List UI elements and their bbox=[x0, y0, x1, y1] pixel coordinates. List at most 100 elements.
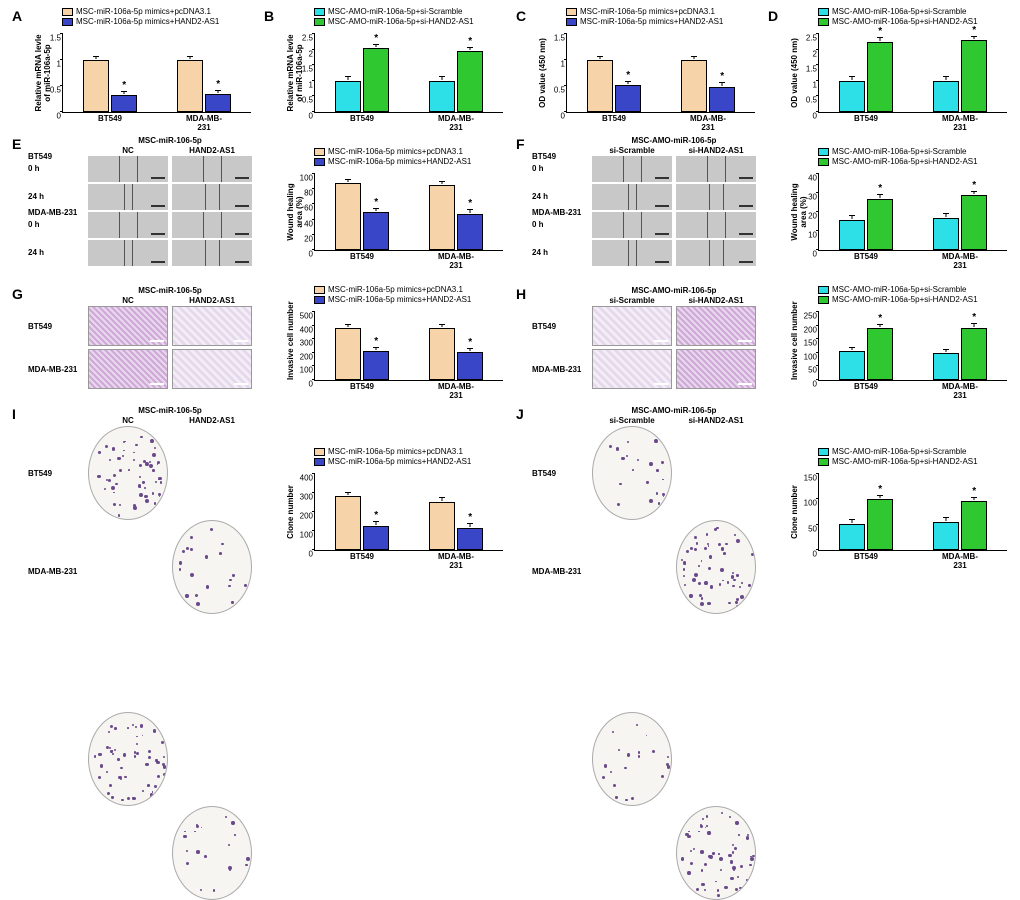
error-bar bbox=[851, 216, 852, 218]
significance-star: * bbox=[468, 337, 472, 348]
colony-dot bbox=[135, 444, 137, 446]
colony-dot bbox=[694, 548, 697, 551]
x-tick-label: BT549 bbox=[350, 114, 374, 123]
bar bbox=[429, 81, 455, 112]
panel-D: MSC-AMO-miR-106a-5p+si-ScrambleMSC-AMO-m… bbox=[782, 8, 1012, 128]
legend-item: MSC-miR-106a-5p mimics+HAND2-AS1 bbox=[566, 18, 723, 27]
y-tick-label: 1 bbox=[813, 80, 819, 89]
y-tick-mark bbox=[816, 80, 819, 81]
wound-edge bbox=[124, 184, 125, 210]
y-tick-label: 100 bbox=[804, 499, 819, 508]
row-label: MDA-MB-231 bbox=[532, 365, 581, 374]
colony-dot bbox=[715, 881, 717, 883]
colony-dot bbox=[709, 555, 713, 559]
significance-star: * bbox=[972, 25, 976, 36]
invasion-image bbox=[592, 349, 672, 389]
scale-bar bbox=[235, 177, 249, 179]
error-cap bbox=[439, 324, 445, 325]
wound-edge bbox=[132, 184, 133, 210]
y-tick-mark bbox=[312, 111, 315, 112]
plot-area: 010203040*BT549*MDA-MB-231 bbox=[818, 174, 1007, 251]
y-tick-label: 400 bbox=[300, 325, 315, 334]
y-tick-label: 20 bbox=[304, 234, 315, 243]
row-label: BT549 bbox=[532, 469, 556, 478]
y-tick-mark bbox=[312, 365, 315, 366]
colony-dot bbox=[244, 584, 246, 586]
legend-item: MSC-AMO-miR-106a-5p+si-HAND2-AS1 bbox=[818, 158, 978, 167]
significance-star: * bbox=[374, 33, 378, 44]
colony-dot bbox=[701, 560, 703, 562]
colony-dot bbox=[704, 863, 707, 866]
y-tick-mark bbox=[60, 111, 63, 112]
legend-item: MSC-miR-106a-5p mimics+pcDNA3.1 bbox=[314, 286, 471, 295]
error-bar bbox=[599, 57, 600, 59]
significance-star: * bbox=[972, 486, 976, 497]
colony-dot bbox=[658, 502, 661, 505]
y-tick-mark bbox=[816, 211, 819, 212]
panel-E-chart: MSC-miR-106a-5p mimics+pcDNA3.1MSC-miR-1… bbox=[278, 148, 508, 266]
y-axis-label: Wound healingarea (%) bbox=[790, 174, 808, 250]
y-tick-label: 30 bbox=[808, 193, 819, 202]
panel-B: MSC-AMO-miR-106a-5p+si-ScrambleMSC-AMO-m… bbox=[278, 8, 508, 128]
colony-dot bbox=[185, 594, 188, 597]
y-tick-label: 80 bbox=[304, 189, 315, 198]
colony-dot bbox=[142, 790, 144, 792]
row-label: BT549 bbox=[532, 322, 556, 331]
legend-swatch bbox=[818, 8, 829, 16]
chart-legend: MSC-AMO-miR-106a-5p+si-ScrambleMSC-AMO-m… bbox=[818, 286, 978, 306]
y-tick-label: 200 bbox=[300, 512, 315, 521]
figure: A MSC-miR-106a-5p mimics+pcDNA3.1MSC-miR… bbox=[8, 8, 1012, 623]
colony-dot bbox=[196, 602, 200, 606]
legend-text: MSC-AMO-miR-106a-5p+si-HAND2-AS1 bbox=[832, 458, 978, 467]
colony-dot bbox=[721, 812, 723, 814]
colony-dot bbox=[121, 799, 124, 802]
panel-G-chart: MSC-miR-106a-5p mimics+pcDNA3.1MSC-miR-1… bbox=[278, 286, 508, 396]
panel-label-D: D bbox=[768, 8, 778, 24]
y-axis-label: Invasive cell number bbox=[286, 312, 295, 380]
wound-healing-image bbox=[676, 184, 756, 210]
legend-text: MSC-AMO-miR-106a-5p+si-HAND2-AS1 bbox=[832, 296, 978, 305]
colony-dot bbox=[690, 850, 693, 853]
bar bbox=[587, 60, 613, 112]
colony-dot bbox=[140, 724, 144, 728]
bar: * bbox=[363, 351, 389, 380]
colony-dot bbox=[219, 552, 222, 555]
x-tick-label: BT549 bbox=[350, 382, 374, 391]
colony-dot bbox=[656, 469, 659, 472]
colony-dot bbox=[128, 469, 130, 471]
colony-dot bbox=[739, 586, 741, 588]
y-tick-mark bbox=[312, 549, 315, 550]
wound-edge bbox=[707, 156, 708, 182]
colony-dot bbox=[681, 857, 685, 861]
panel-label-F: F bbox=[516, 136, 525, 152]
legend-swatch bbox=[62, 18, 73, 26]
bar bbox=[839, 524, 865, 550]
colony-dot bbox=[746, 836, 750, 840]
colony-dot bbox=[229, 869, 231, 871]
error-cap bbox=[625, 81, 631, 82]
colony-dot bbox=[149, 461, 151, 463]
error-bar bbox=[441, 325, 442, 327]
x-tick-label: MDA-MB-231 bbox=[937, 114, 984, 132]
chart-legend: MSC-AMO-miR-106a-5p+si-ScrambleMSC-AMO-m… bbox=[818, 148, 978, 168]
y-tick-mark bbox=[564, 111, 567, 112]
wound-edge bbox=[205, 240, 206, 266]
scale-bar bbox=[655, 205, 669, 207]
y-tick-label: 0 bbox=[813, 380, 819, 389]
y-tick-label: 10 bbox=[808, 231, 819, 240]
colony-dot bbox=[708, 545, 710, 547]
scale-bar bbox=[654, 340, 668, 342]
colony-dot bbox=[139, 493, 143, 497]
y-tick-mark bbox=[312, 64, 315, 65]
colony-dot bbox=[631, 797, 634, 800]
colony-dot bbox=[112, 753, 114, 755]
colony-dot bbox=[232, 574, 235, 577]
scale-bar bbox=[234, 383, 248, 385]
invasion-image bbox=[88, 306, 168, 346]
legend-swatch bbox=[566, 8, 577, 16]
bar: * bbox=[111, 95, 137, 112]
significance-star: * bbox=[468, 198, 472, 209]
y-tick-label: 200 bbox=[300, 352, 315, 361]
error-cap bbox=[943, 517, 949, 518]
colony-dot bbox=[708, 567, 711, 570]
